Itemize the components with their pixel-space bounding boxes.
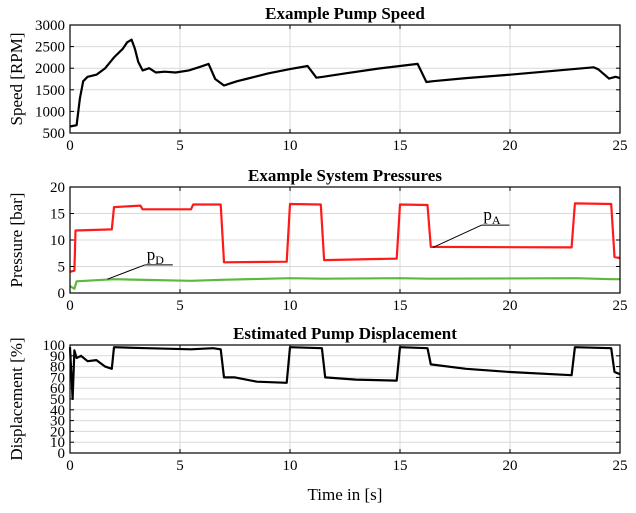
series-line-1: [69, 38, 621, 128]
y-tick-label: 90: [50, 349, 65, 365]
x-tick-label: 0: [66, 298, 74, 314]
y-axis-label: Pressure [bar]: [7, 193, 26, 288]
y-tick-label: 100: [43, 338, 66, 354]
x-tick-label: 15: [393, 138, 408, 154]
y-tick-label: 80: [50, 360, 65, 376]
x-tick-label: 25: [613, 458, 628, 474]
y-axis-label: Displacement [%]: [7, 337, 26, 460]
annotation-label: pD: [147, 245, 165, 267]
annotation-pa: pA: [432, 205, 510, 248]
y-tick-label: 2500: [35, 40, 65, 56]
x-tick-label: 0: [66, 138, 74, 154]
x-tick-label: 5: [176, 458, 184, 474]
x-tick-label: 0: [66, 458, 74, 474]
chart-panel-2: 0 5 10 15 20 25 0 5 10 15 20 Example System Pressur…: [7, 166, 628, 314]
y-tick-label: 70: [50, 370, 65, 386]
y-tick-label: 0: [58, 286, 66, 302]
y-tick-label: 5: [58, 260, 66, 276]
chart-title: Estimated Pump Displacement: [233, 324, 457, 343]
y-tick-label: 0: [58, 446, 66, 462]
y-tick-label: 20: [50, 424, 65, 440]
y-tick-label: 20: [50, 180, 65, 196]
x-axis-label: Time in [s]: [308, 485, 383, 504]
series-line-1: [68, 346, 621, 401]
x-tick-label: 10: [283, 138, 298, 154]
chart-title: Example Pump Speed: [265, 4, 425, 23]
x-tick-label: 25: [613, 298, 628, 314]
x-tick-label: 5: [176, 138, 184, 154]
plot-frame: [69, 24, 621, 134]
x-tick-label: 5: [176, 298, 184, 314]
annotation-leader: [107, 264, 145, 280]
x-tick-label: 10: [283, 458, 298, 474]
x-tick-label: 15: [393, 458, 408, 474]
y-tick-label: 10: [50, 233, 65, 249]
y-tick-label: 2000: [35, 61, 65, 77]
y-tick-label: 40: [50, 403, 65, 419]
x-tick-label: 20: [503, 298, 518, 314]
y-tick-label: 3000: [35, 18, 65, 34]
y-axis-label: Speed [RPM]: [7, 32, 26, 125]
x-tick-label: 20: [503, 458, 518, 474]
y-tick-label: 10: [50, 435, 65, 451]
y-tick-label: 1000: [35, 104, 65, 120]
annotation-label: pA: [483, 205, 501, 227]
y-tick-label: 30: [50, 414, 65, 430]
chart-title: Example System Pressures: [248, 166, 442, 185]
chart-panel-1: 0 5 10 15 20 25 500 1000 1500 2000 2500 3000 Example…: [7, 4, 628, 154]
x-tick-label: 15: [393, 298, 408, 314]
x-tick-label: 25: [613, 138, 628, 154]
annotation-pd: pD: [107, 245, 173, 280]
x-tick-label: 20: [503, 138, 518, 154]
series-line-2: [69, 277, 620, 290]
series-line-1: [69, 202, 621, 273]
y-tick-label: 15: [50, 207, 65, 223]
annotation-leader: [432, 224, 482, 248]
chart-panel-3: 0 5 10 15 20 250102030405060708090100Estimate…: [7, 324, 628, 474]
x-tick-label: 10: [283, 298, 298, 314]
y-tick-label: 1500: [35, 83, 65, 99]
y-tick-label: 50: [50, 392, 65, 408]
y-tick-label: 60: [50, 381, 65, 397]
y-tick-label: 500: [43, 126, 66, 142]
